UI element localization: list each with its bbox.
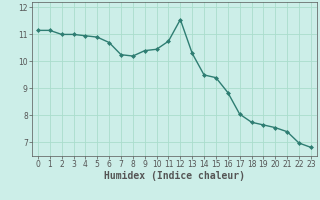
X-axis label: Humidex (Indice chaleur): Humidex (Indice chaleur) (104, 171, 245, 181)
